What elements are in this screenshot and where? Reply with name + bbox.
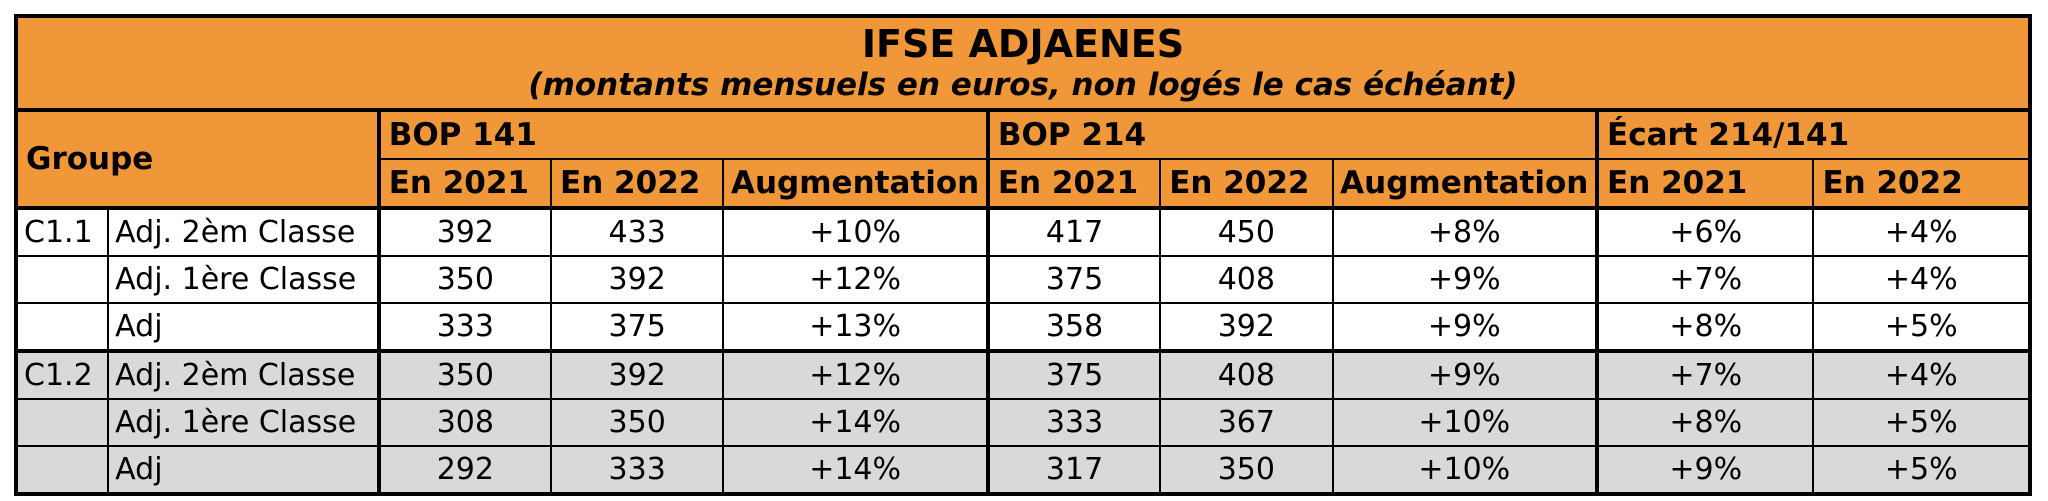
header-sub: En 2022 bbox=[1812, 158, 2031, 210]
value-cell: +4% bbox=[1812, 207, 2031, 257]
value-cell: 350 bbox=[1159, 445, 1334, 495]
value-cell: 292 bbox=[376, 445, 553, 495]
value-cell: +13% bbox=[722, 302, 989, 352]
value-cell: 317 bbox=[985, 445, 1162, 495]
value-cell: +8% bbox=[1331, 207, 1599, 257]
value-cell: +12% bbox=[722, 349, 989, 400]
header-sub: En 2022 bbox=[550, 158, 725, 210]
value-cell: 350 bbox=[550, 398, 725, 447]
value-cell: +7% bbox=[1595, 349, 1815, 400]
header-sub: En 2022 bbox=[1159, 158, 1334, 210]
header-bop141: BOP 141 bbox=[376, 109, 989, 160]
value-cell: +9% bbox=[1595, 445, 1815, 495]
table-row: C1.1 Adj. 2èm Classe 392 433 +10% 417 45… bbox=[14, 207, 2031, 257]
value-cell: +10% bbox=[1331, 445, 1599, 495]
value-cell: +9% bbox=[1331, 255, 1599, 304]
header-row-1: Groupe BOP 141 BOP 214 Écart 214/141 bbox=[15, 109, 2031, 210]
class-cell: Adj bbox=[107, 302, 380, 352]
table-row: Adj. 1ère Classe 308 350 +14% 333 367 +1… bbox=[14, 398, 2031, 447]
value-cell: 333 bbox=[376, 302, 553, 352]
value-cell: +4% bbox=[1812, 255, 2031, 304]
value-cell: +10% bbox=[722, 207, 989, 257]
value-cell: 308 bbox=[376, 398, 553, 447]
value-cell: +14% bbox=[722, 445, 989, 495]
value-cell: 392 bbox=[550, 255, 725, 304]
header-sub: En 2021 bbox=[1595, 158, 1815, 210]
class-cell: Adj. 2èm Classe bbox=[107, 207, 380, 257]
value-cell: 392 bbox=[1159, 302, 1334, 352]
value-cell: 333 bbox=[550, 445, 725, 495]
table-row: C1.2 Adj. 2èm Classe 350 392 +12% 375 40… bbox=[14, 349, 2031, 400]
group-cell bbox=[14, 398, 110, 447]
header-bop214: BOP 214 bbox=[985, 109, 1599, 160]
value-cell: +9% bbox=[1331, 349, 1599, 400]
value-cell: +5% bbox=[1812, 445, 2031, 495]
value-cell: 417 bbox=[985, 207, 1162, 257]
table-row: Adj 292 333 +14% 317 350 +10% +9% +5% bbox=[14, 445, 2031, 495]
table-title-cell: IFSE ADJAENES (montants mensuels en euro… bbox=[15, 15, 2031, 112]
value-cell: 350 bbox=[376, 349, 553, 400]
header-groupe: Groupe bbox=[15, 109, 380, 210]
value-cell: +12% bbox=[722, 255, 989, 304]
value-cell: 375 bbox=[985, 349, 1162, 400]
value-cell: +6% bbox=[1595, 207, 1815, 257]
value-cell: +10% bbox=[1331, 398, 1599, 447]
value-cell: +5% bbox=[1812, 398, 2031, 447]
header-sub: Augmentation bbox=[722, 158, 989, 210]
value-cell: 375 bbox=[550, 302, 725, 352]
header-ecart: Écart 214/141 bbox=[1595, 109, 2031, 160]
value-cell: 358 bbox=[985, 302, 1162, 352]
group-cell bbox=[14, 445, 110, 495]
group-cell bbox=[14, 302, 110, 352]
value-cell: 392 bbox=[550, 349, 725, 400]
ifse-table-container: IFSE ADJAENES (montants mensuels en euro… bbox=[14, 14, 2032, 496]
table-title: IFSE ADJAENES bbox=[861, 22, 1185, 66]
value-cell: 450 bbox=[1159, 207, 1334, 257]
ifse-table: IFSE ADJAENES (montants mensuels en euro… bbox=[14, 14, 2032, 496]
value-cell: 375 bbox=[985, 255, 1162, 304]
value-cell: +14% bbox=[722, 398, 989, 447]
value-cell: 408 bbox=[1159, 255, 1334, 304]
value-cell: +9% bbox=[1331, 302, 1599, 352]
value-cell: 333 bbox=[985, 398, 1162, 447]
class-cell: Adj bbox=[107, 445, 380, 495]
group-cell: C1.1 bbox=[14, 207, 110, 257]
class-cell: Adj. 2èm Classe bbox=[107, 349, 380, 400]
value-cell: 408 bbox=[1159, 349, 1334, 400]
group-cell: C1.2 bbox=[14, 349, 110, 400]
value-cell: +4% bbox=[1812, 349, 2031, 400]
value-cell: 350 bbox=[376, 255, 553, 304]
class-cell: Adj. 1ère Classe bbox=[107, 255, 380, 304]
header-sub: En 2021 bbox=[376, 158, 553, 210]
table-subtitle: (montants mensuels en euros, non logés l… bbox=[528, 67, 1518, 103]
value-cell: 433 bbox=[550, 207, 725, 257]
table-row: Adj 333 375 +13% 358 392 +9% +8% +5% bbox=[14, 302, 2031, 352]
value-cell: +7% bbox=[1595, 255, 1815, 304]
table-row: Adj. 1ère Classe 350 392 +12% 375 408 +9… bbox=[14, 255, 2031, 304]
value-cell: 392 bbox=[376, 207, 553, 257]
value-cell: +8% bbox=[1595, 302, 1815, 352]
value-cell: +5% bbox=[1812, 302, 2031, 352]
header-sub: Augmentation bbox=[1331, 158, 1599, 210]
class-cell: Adj. 1ère Classe bbox=[107, 398, 380, 447]
group-cell bbox=[14, 255, 110, 304]
header-sub: En 2021 bbox=[985, 158, 1162, 210]
value-cell: +8% bbox=[1595, 398, 1815, 447]
header-row-2: En 2021 En 2022 Augmentation En 2021 En … bbox=[16, 158, 2031, 210]
value-cell: 367 bbox=[1159, 398, 1334, 447]
title-row: IFSE ADJAENES (montants mensuels en euro… bbox=[15, 15, 2031, 112]
